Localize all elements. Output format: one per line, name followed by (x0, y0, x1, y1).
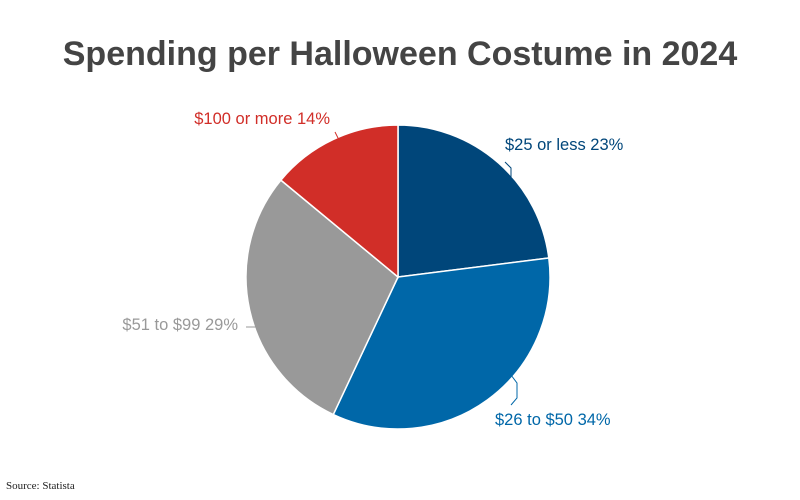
leader-line-1 (504, 161, 512, 185)
chart-title: Spending per Halloween Costume in 2024 (62, 35, 738, 73)
slice-label-1: $25 or less 23% (505, 136, 624, 154)
leader-line-2 (510, 374, 518, 406)
source-note: Source: Statista (6, 480, 75, 492)
leader-lines (246, 131, 518, 406)
slice-label-4: $100 or more 14% (194, 110, 330, 128)
pie-slice-1 (397, 124, 550, 278)
leader-line-4 (334, 131, 340, 141)
pie-slices (245, 124, 551, 430)
slice-label-2: $26 to $50 34% (495, 411, 611, 429)
slice-labels: $25 or less 23% $26 to $50 34% $51 to $99 … (122, 110, 623, 429)
slice-label-3: $51 to $99 29% (122, 316, 238, 334)
pie-slice-3 (245, 179, 399, 416)
pie-slice-4 (279, 124, 399, 279)
